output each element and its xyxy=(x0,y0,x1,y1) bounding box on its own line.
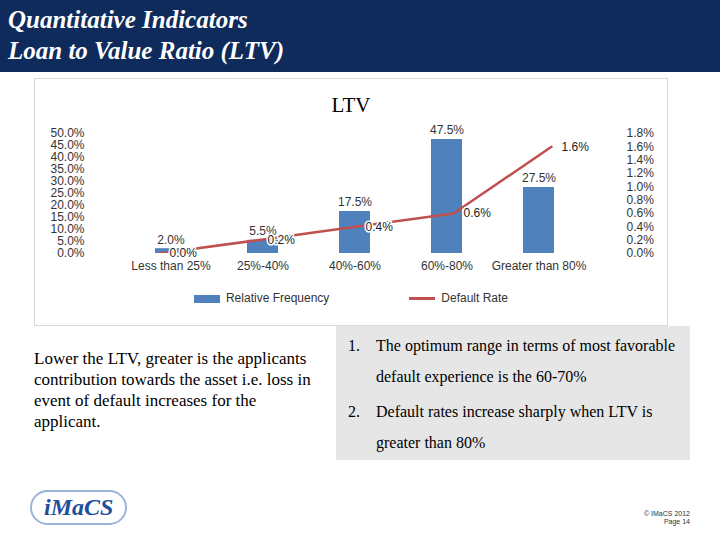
svg-text:0.6%: 0.6% xyxy=(627,206,655,220)
html-text:Relative Frequency: Relative Frequency xyxy=(226,291,330,305)
svg-text:35.0%: 35.0% xyxy=(50,162,84,176)
svg-text:1.0%: 1.0% xyxy=(627,180,655,194)
svg-text:20.0%: 20.0% xyxy=(50,198,84,212)
svg-text:0.2%: 0.2% xyxy=(627,233,655,247)
html-text:© IMaCS 2012: © IMaCS 2012 xyxy=(644,510,690,517)
svg-text:27.5%: 27.5% xyxy=(522,171,556,185)
svg-text:1.2%: 1.2% xyxy=(627,166,655,180)
svg-text:15.0%: 15.0% xyxy=(50,210,84,224)
svg-text:1.6%: 1.6% xyxy=(627,140,655,154)
html-text:iMaCS: iMaCS xyxy=(44,494,114,520)
svg-text:Less than 25%: Less than 25% xyxy=(131,259,211,273)
html-text:1.: 1. xyxy=(348,337,360,354)
html-text:Quantitative Indicators: Quantitative Indicators xyxy=(8,6,248,33)
svg-text:60%-80%: 60%-80% xyxy=(421,259,473,273)
svg-text:1.6%: 1.6% xyxy=(562,140,590,154)
svg-text:10.0%: 10.0% xyxy=(50,222,84,236)
svg-text:25.0%: 25.0% xyxy=(50,186,84,200)
svg-text:45.0%: 45.0% xyxy=(50,138,84,152)
svg-text:30.0%: 30.0% xyxy=(50,174,84,188)
svg-text:5.5%: 5.5% xyxy=(249,224,277,238)
svg-text:0.0%: 0.0% xyxy=(57,246,85,260)
svg-text:0.2%: 0.2% xyxy=(268,233,296,247)
svg-text:50.0%: 50.0% xyxy=(50,126,84,140)
svg-text:0.4%: 0.4% xyxy=(366,220,394,234)
html-text:2.: 2. xyxy=(348,403,360,420)
svg-text:25%-40%: 25%-40% xyxy=(237,259,289,273)
svg-text:2.0%: 2.0% xyxy=(157,233,185,247)
svg-text:0.0%: 0.0% xyxy=(170,246,198,260)
svg-text:40.0%: 40.0% xyxy=(50,150,84,164)
svg-text:0.4%: 0.4% xyxy=(627,220,655,234)
svg-text:Greater than 80%: Greater than 80% xyxy=(492,259,587,273)
svg-text:47.5%: 47.5% xyxy=(430,123,464,137)
svg-text:40%-60%: 40%-60% xyxy=(329,259,381,273)
svg-text:0.0%: 0.0% xyxy=(627,246,655,260)
svg-text:5.0%: 5.0% xyxy=(57,234,85,248)
html-text:Default rates increase sharply: Default rates increase sharply when LTV … xyxy=(376,403,653,451)
svg-text:1.4%: 1.4% xyxy=(627,153,655,167)
html-text:LTV: LTV xyxy=(331,93,371,117)
html-text:Loan to Value Ratio (LTV): Loan to Value Ratio (LTV) xyxy=(8,37,284,64)
svg-text:0.6%: 0.6% xyxy=(464,206,492,220)
svg-text:0.8%: 0.8% xyxy=(627,193,655,207)
html-text:Page 14: Page 14 xyxy=(663,518,690,525)
html-text:Lower the LTV, greater is the: Lower the LTV, greater is the applicants… xyxy=(34,349,311,431)
html-text:Default Rate: Default Rate xyxy=(441,291,508,305)
svg-text:1.8%: 1.8% xyxy=(627,126,655,140)
html-text:The optimum range in terms of: The optimum range in terms of most favor… xyxy=(376,337,675,385)
svg-text:17.5%: 17.5% xyxy=(338,195,372,209)
